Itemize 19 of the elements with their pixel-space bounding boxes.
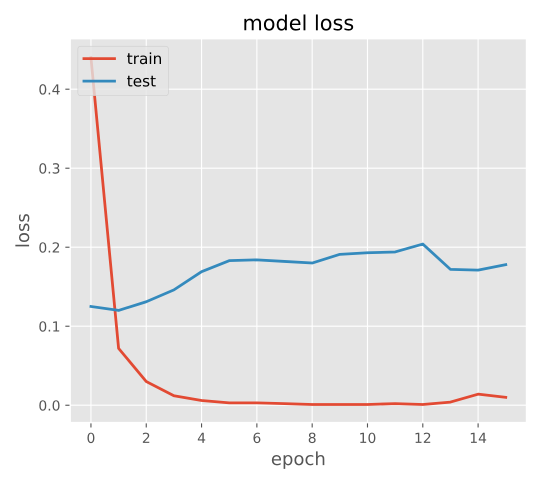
x-tick-label: 4 bbox=[198, 432, 206, 443]
legend-label: train bbox=[127, 52, 161, 64]
x-tick-label: 2 bbox=[142, 432, 150, 443]
line-series bbox=[90, 242, 508, 312]
y-tick-label: 0.4 bbox=[39, 84, 60, 95]
x-tick-label: 10 bbox=[360, 432, 376, 444]
x-tick-label: 8 bbox=[308, 432, 316, 444]
x-tick-label: 0 bbox=[87, 432, 94, 444]
x-tick-label: 14 bbox=[470, 432, 486, 443]
y-tick-label: 0.1 bbox=[39, 321, 60, 332]
x-tick-label: 12 bbox=[415, 432, 430, 443]
y-tick-label: 0.3 bbox=[39, 163, 60, 174]
legend-label: test bbox=[127, 76, 156, 87]
y-tick-label: 0.0 bbox=[39, 400, 60, 411]
chart-title: model loss bbox=[244, 14, 354, 31]
x-tick-label: 6 bbox=[253, 432, 260, 444]
x-axis-title: epoch bbox=[272, 451, 324, 469]
y-tick-label: 0.2 bbox=[39, 242, 60, 253]
y-axis-title: loss bbox=[15, 214, 30, 246]
